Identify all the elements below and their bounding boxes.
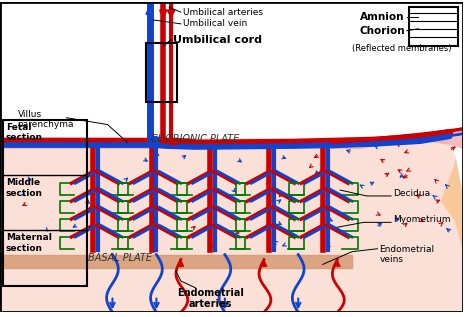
Text: Endometrial
arteries: Endometrial arteries bbox=[177, 288, 244, 309]
Bar bbox=[0, 255, 352, 268]
Polygon shape bbox=[0, 27, 464, 312]
Text: Myometrium: Myometrium bbox=[393, 215, 451, 224]
Text: Umbilical arteries: Umbilical arteries bbox=[183, 8, 263, 16]
Polygon shape bbox=[0, 129, 464, 149]
Text: Amnion: Amnion bbox=[360, 12, 405, 22]
Polygon shape bbox=[0, 2, 464, 312]
Polygon shape bbox=[0, 51, 464, 312]
Text: Maternal
section: Maternal section bbox=[6, 233, 52, 253]
Bar bbox=[0, 2, 464, 137]
Text: BASAL PLATE: BASAL PLATE bbox=[88, 253, 152, 262]
Text: Umbilical cord: Umbilical cord bbox=[173, 35, 262, 44]
Polygon shape bbox=[0, 2, 464, 198]
Text: Middle
section: Middle section bbox=[6, 178, 43, 198]
Polygon shape bbox=[0, 142, 464, 312]
Polygon shape bbox=[0, 7, 464, 312]
Text: Villus
parenchyma: Villus parenchyma bbox=[18, 110, 74, 129]
Text: CHORIONIC PLATE: CHORIONIC PLATE bbox=[151, 134, 240, 144]
Text: Decidua: Decidua bbox=[393, 189, 430, 197]
Bar bbox=[0, 2, 332, 312]
Text: Endometrial
veins: Endometrial veins bbox=[379, 245, 435, 264]
Text: Fetal
section: Fetal section bbox=[6, 123, 43, 142]
Text: Umbilical vein: Umbilical vein bbox=[183, 19, 247, 28]
Text: (Reflected membranes): (Reflected membranes) bbox=[352, 44, 452, 53]
Text: Chorion: Chorion bbox=[359, 26, 405, 36]
